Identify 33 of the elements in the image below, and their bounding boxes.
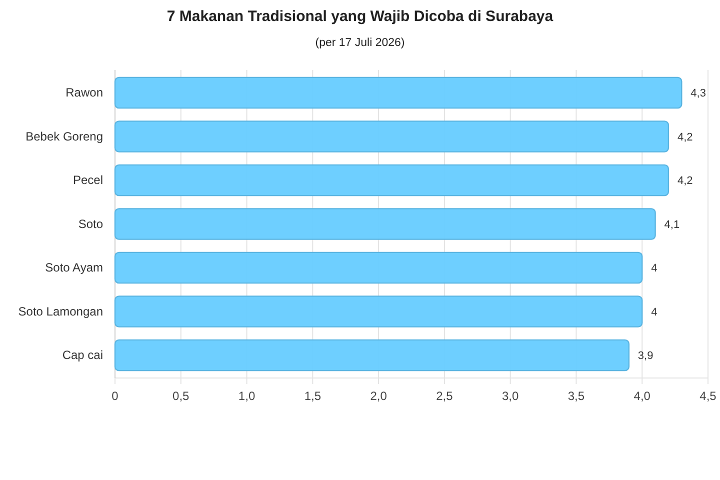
bar xyxy=(114,208,656,240)
x-tick-label: 1,5 xyxy=(304,389,322,404)
data-label: 4 xyxy=(651,262,658,275)
x-tick-label: 4,5 xyxy=(700,389,717,404)
x-tick-label: 4,0 xyxy=(634,389,651,404)
x-tick-label: 3,0 xyxy=(502,389,519,404)
data-label: 4,3 xyxy=(690,88,706,100)
y-tick-label: Bebek Goreng xyxy=(26,129,103,144)
bar xyxy=(114,339,630,372)
chart-subtitle: (per 17 Juli 2026) xyxy=(315,37,405,49)
bar xyxy=(114,252,643,284)
data-label: 4,2 xyxy=(677,131,693,144)
data-label: 4,1 xyxy=(664,218,680,231)
y-tick-label: Soto Ayam xyxy=(45,260,103,275)
bar xyxy=(114,296,643,328)
data-label: 3,9 xyxy=(638,350,654,362)
x-tick-label: 1,0 xyxy=(238,389,256,404)
bar xyxy=(114,164,670,196)
y-tick-label: Soto Lamongan xyxy=(18,304,103,318)
x-tick-label: 0 xyxy=(112,389,119,404)
x-tick-label: 2,5 xyxy=(436,389,454,404)
x-tick-label: 2,0 xyxy=(370,389,388,404)
bar xyxy=(114,76,682,109)
bar xyxy=(114,120,670,152)
data-label: 4 xyxy=(651,306,658,318)
chart-title: 7 Makanan Tradisional yang Wajib Dicoba di Surabaya xyxy=(166,8,554,25)
x-tick-label: 3,5 xyxy=(568,389,585,404)
x-tick-label: 0,5 xyxy=(172,389,190,404)
y-tick-label: Cap cai xyxy=(62,348,103,362)
y-tick-label: Soto xyxy=(78,216,104,231)
data-label: 4,2 xyxy=(677,175,693,188)
y-tick-label: Rawon xyxy=(66,86,103,100)
y-tick-label: Pecel xyxy=(72,173,103,188)
